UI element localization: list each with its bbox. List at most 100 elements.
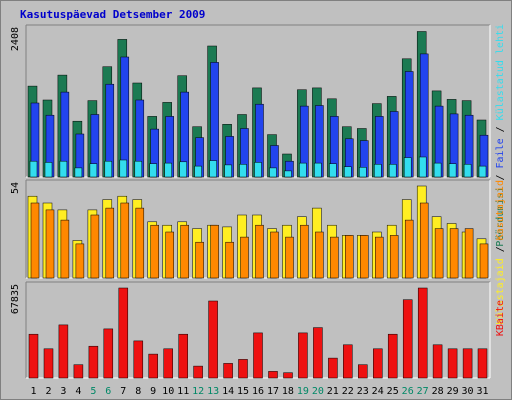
bar-kasutajaid-day-4 (75, 243, 85, 279)
bar-külastatud-lehti-day-23 (359, 167, 367, 178)
bar-külastatud-lehti-day-10 (164, 162, 172, 178)
bar-külastatud-lehti-day-7 (119, 159, 128, 178)
bar-külastatud-lehti-day-3 (59, 160, 68, 178)
bar-kbaite-day-13 (208, 300, 218, 379)
bar-kbaite-day-28 (432, 344, 443, 379)
bar-kasutajaid-day-24 (375, 236, 384, 279)
bar-kasutajaid-day-19 (300, 224, 309, 279)
bar-külastatud-lehti-day-4 (74, 167, 83, 178)
bar-kbaite-day-26 (402, 299, 413, 379)
bar-külastatud-lehti-day-18 (284, 170, 292, 178)
bar-külastatud-lehti-day-6 (104, 160, 113, 178)
panel-2-max-label: 54 (10, 182, 21, 194)
bar-kasutajaid-day-15 (240, 236, 249, 279)
bar-kbaite-day-1 (28, 333, 39, 379)
bar-kasutajaid-day-13 (210, 224, 219, 279)
bar-kasutajaid-day-26 (404, 219, 414, 279)
x-tick-label: 5 (90, 386, 96, 397)
bar-kbaite-day-18 (283, 372, 293, 379)
x-tick-label: 19 (297, 386, 309, 397)
bar-külastatud-lehti-day-8 (134, 160, 143, 178)
bar-külastatud-lehti-day-17 (269, 167, 277, 178)
bar-külastatud-lehti-day-25 (388, 164, 397, 178)
bar-kbaite-day-19 (298, 332, 308, 379)
x-tick-label: 12 (192, 386, 204, 397)
bar-kbaite-day-23 (358, 364, 368, 379)
x-tick-label: 22 (342, 386, 354, 397)
bar-kasutajaid-day-30 (464, 228, 474, 279)
bar-kasutajaid-day-8 (135, 207, 145, 279)
bar-kbaite-day-3 (58, 324, 69, 379)
legend-separator: / (495, 240, 506, 258)
bar-kbaite-day-7 (118, 287, 129, 379)
bar-kasutajaid-day-10 (165, 231, 174, 279)
bar-kbaite-day-16 (253, 332, 263, 379)
x-tick-label: 25 (387, 386, 399, 397)
bar-kasutajaid-day-20 (315, 231, 324, 279)
bar-kasutajaid-day-16 (255, 224, 264, 279)
bar-kbaite-day-15 (238, 359, 248, 379)
bar-kbaite-day-11 (178, 333, 188, 379)
bar-kasutajaid-day-1 (30, 202, 40, 279)
bar-külastatud-lehti-day-28 (433, 162, 442, 178)
bar-kbaite-day-17 (268, 371, 278, 379)
bar-kasutajaid-day-27 (419, 202, 429, 279)
bar-külastatud-lehti-day-13 (209, 160, 217, 178)
bar-külastatud-lehti-day-1 (29, 160, 38, 178)
bar-külastatud-lehti-day-9 (149, 163, 157, 178)
x-tick-label: 14 (222, 386, 234, 397)
bar-külastatud-lehti-day-5 (89, 163, 98, 178)
legend-mid: Külastajaid / Kasutajaid (495, 180, 506, 325)
x-tick-label: 6 (105, 386, 111, 397)
bar-külastatud-lehti-day-26 (403, 157, 412, 178)
x-tick-label: 24 (372, 386, 384, 397)
bar-kasutajaid-day-7 (120, 202, 130, 279)
bar-kasutajaid-day-9 (150, 224, 159, 279)
panel-1 (25, 24, 491, 178)
bar-kasutajaid-day-31 (479, 243, 489, 279)
bar-kasutajaid-day-22 (345, 235, 354, 279)
bar-kasutajaid-day-6 (105, 207, 115, 279)
bar-kbaite-day-8 (133, 340, 144, 379)
bar-kasutajaid-day-23 (360, 235, 369, 279)
legend-item: Külastatud lehti (495, 24, 506, 120)
x-tick-label: 15 (237, 386, 249, 397)
bar-kbaite-day-14 (223, 363, 233, 379)
bar-kasutajaid-day-21 (330, 236, 339, 279)
bar-faile-day-7 (120, 56, 130, 178)
bar-kasutajaid-day-17 (270, 231, 279, 279)
bar-külastatud-lehti-day-2 (44, 162, 53, 178)
x-tick-label: 27 (417, 386, 429, 397)
bar-kasutajaid-day-2 (45, 209, 55, 279)
chart-title: Kasutuspäevad Detsember 2009 (20, 8, 205, 21)
legend-separator: / (495, 120, 506, 138)
bar-kbaite-day-10 (163, 348, 173, 379)
x-tick-label: 2 (45, 386, 51, 397)
bar-külastatud-lehti-day-31 (478, 165, 487, 178)
bar-külastatud-lehti-day-20 (314, 162, 322, 178)
bar-kasutajaid-day-28 (434, 228, 444, 279)
bar-kbaite-day-12 (193, 365, 203, 379)
x-tick-label: 13 (207, 386, 219, 397)
legend-item: Külastajaid (495, 258, 506, 324)
bar-kasutajaid-day-29 (449, 228, 459, 279)
bar-külastatud-lehti-day-14 (224, 164, 232, 178)
x-tick-label: 11 (177, 386, 189, 397)
bar-külastatud-lehti-day-15 (239, 164, 247, 178)
x-tick-label: 16 (252, 386, 264, 397)
bar-külastatud-lehti-day-21 (329, 163, 337, 178)
x-tick-label: 9 (150, 386, 156, 397)
x-tick-label: 20 (312, 386, 324, 397)
bar-külastatud-lehti-day-27 (418, 156, 427, 178)
x-tick-label: 18 (282, 386, 294, 397)
bar-kasutajaid-day-11 (180, 224, 189, 279)
legend-item: Pöördumisi (495, 187, 506, 247)
bar-kbaite-day-9 (148, 353, 158, 379)
x-tick-label: 26 (402, 386, 414, 397)
bar-kbaite-day-27 (417, 287, 428, 379)
legend-item: Faile (495, 138, 506, 168)
x-tick-label: 28 (432, 386, 444, 397)
bar-kasutajaid-day-14 (225, 241, 234, 279)
panel-3-max-label: 67835 (10, 284, 21, 314)
